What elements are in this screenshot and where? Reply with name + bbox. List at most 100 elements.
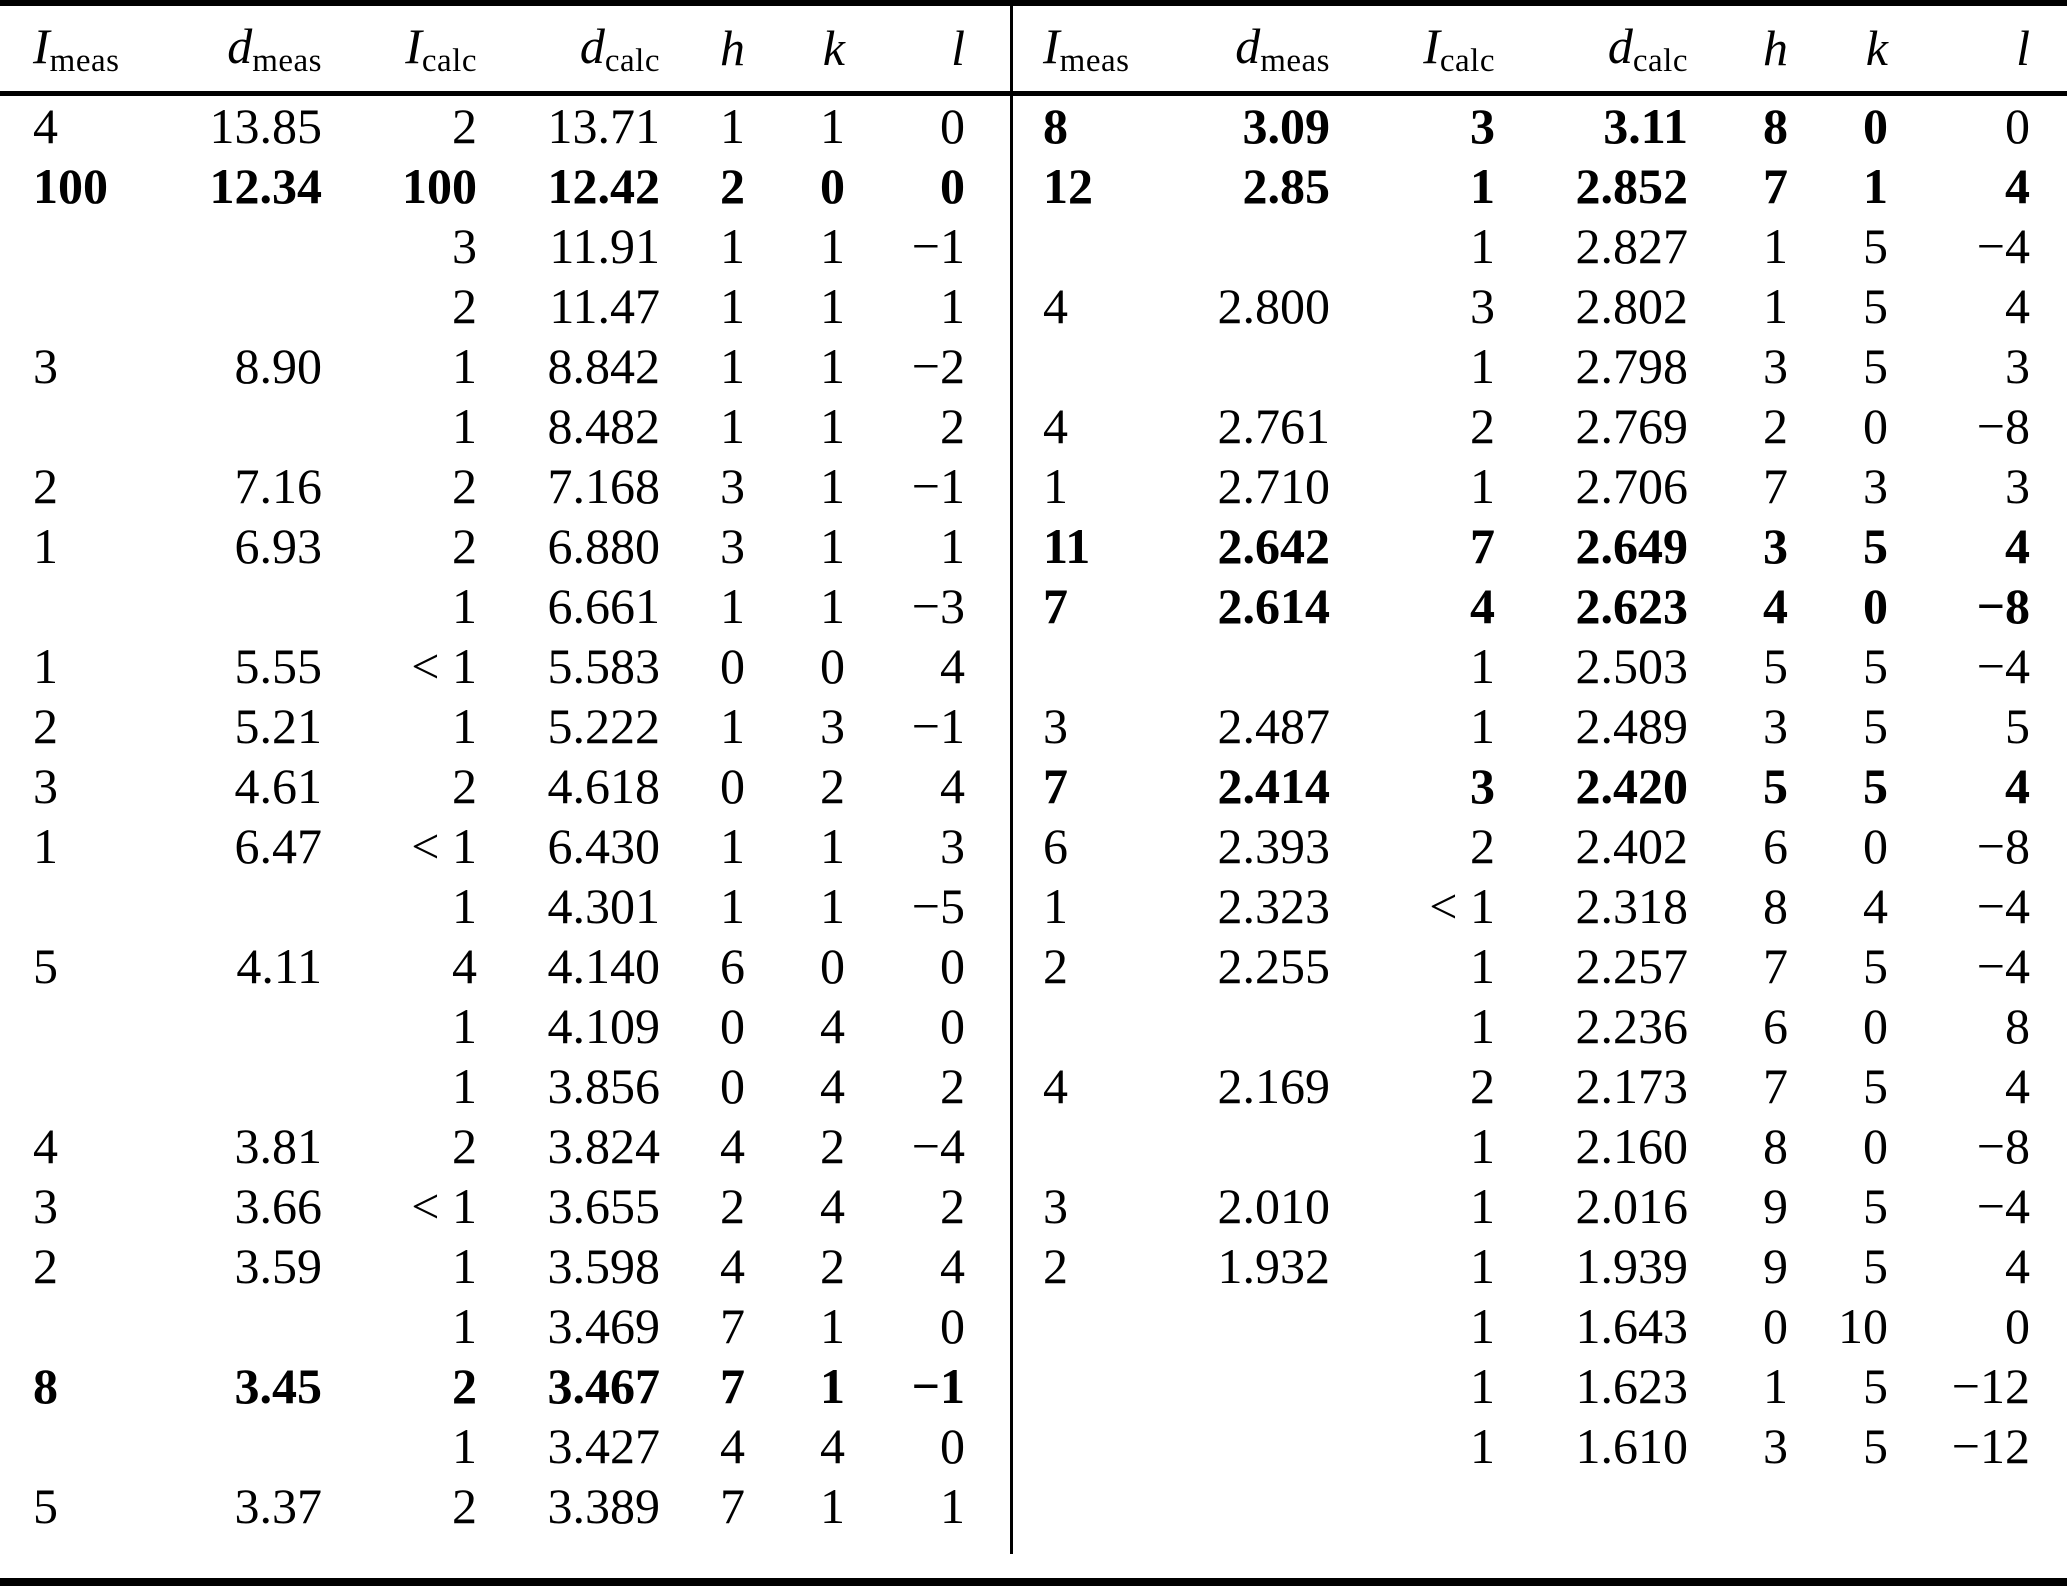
cell: 2.85: [1242, 157, 1331, 214]
cell: 0: [1863, 1117, 1888, 1174]
cell: 3: [1763, 1417, 1788, 1474]
cell: 2: [820, 1117, 845, 1174]
cell: 7: [1763, 157, 1788, 214]
cell: [1788, 1476, 1888, 1536]
cell: 3.11: [1603, 97, 1688, 154]
cell: 1: [1470, 1237, 1495, 1294]
cell: 12: [1043, 157, 1093, 214]
table-row: 8 3.45 2 3.467 7 1 −1 1 1.623 1 5 −12: [0, 1356, 2067, 1416]
cell: 0: [1863, 997, 1888, 1054]
cell: 1: [33, 637, 58, 694]
cell: 7: [1763, 1057, 1788, 1114]
cell: 5: [2005, 697, 2030, 754]
cell: 4: [720, 1237, 745, 1294]
cell: 7: [1043, 577, 1068, 634]
cell: 2: [33, 1237, 58, 1294]
cell: 5: [1863, 697, 1888, 754]
cell: 4: [452, 937, 477, 994]
cell: 8: [1763, 877, 1788, 934]
cell: 1: [452, 577, 477, 634]
cell: 12.34: [209, 157, 323, 214]
cell: 4: [820, 997, 845, 1054]
cell: 2.016: [1575, 1177, 1689, 1234]
col-header-h-left: h: [720, 20, 745, 77]
cell: 2: [1043, 1237, 1068, 1294]
cell: 3.45: [234, 1357, 323, 1414]
cell: 7: [720, 1297, 745, 1354]
cell: 2.160: [1575, 1117, 1689, 1174]
cell: 7.168: [547, 457, 661, 514]
cell: 8.842: [547, 337, 661, 394]
cell: 2: [452, 457, 477, 514]
cell: −8: [1976, 397, 2030, 454]
cell: −4: [1976, 937, 2030, 994]
cell: 4: [33, 97, 58, 154]
cell: 3: [33, 1177, 58, 1234]
table-row: 1 5.55 < 1 5.583 0 0 4 1 2.503 5 5 −4: [0, 636, 2067, 696]
cell: 2: [452, 97, 477, 154]
cell: 5: [1863, 1357, 1888, 1414]
cell: 2: [1763, 397, 1788, 454]
cell: 6.93: [234, 517, 323, 574]
cell: 7: [1043, 757, 1068, 814]
cell: 1: [720, 337, 745, 394]
cell: 1: [820, 337, 845, 394]
cell: 4: [1043, 1057, 1068, 1114]
table-row: 1 6.47 < 1 6.430 1 1 3 6 2.393 2 2.402 6 0 −8: [0, 816, 2067, 876]
cell: 1: [720, 697, 745, 754]
cell: < 1: [411, 637, 477, 694]
cell: 2.257: [1575, 937, 1689, 994]
cell: 3.469: [547, 1297, 661, 1354]
cell: 7: [1763, 937, 1788, 994]
cell: −8: [1976, 577, 2031, 634]
cell: 2.503: [1575, 637, 1689, 694]
cell: 8: [33, 1357, 58, 1414]
cell: 3: [1470, 97, 1495, 154]
cell: [1188, 1416, 1330, 1476]
column-divider: [1010, 6, 1013, 1554]
cell: 1.932: [1217, 1237, 1331, 1294]
cell: 2: [452, 757, 477, 814]
cell: 1: [720, 817, 745, 874]
cell: 6: [1763, 997, 1788, 1054]
cell: 1: [1470, 937, 1495, 994]
cell: −8: [1976, 1117, 2030, 1174]
cell: 2.623: [1575, 577, 1689, 634]
cell: [1888, 1476, 2067, 1536]
table-row: 1 8.482 1 1 2 4 2.761 2 2.769 2 0 −8: [0, 396, 2067, 456]
col-header-l-right: l: [2016, 20, 2030, 77]
cell: 1: [820, 877, 845, 934]
cell: 3: [2005, 457, 2030, 514]
cell: 2.649: [1575, 517, 1689, 574]
cell: 1: [1470, 457, 1495, 514]
cell: 3: [1763, 517, 1788, 574]
cell: 5: [1763, 637, 1788, 694]
cell: 1: [820, 277, 845, 334]
cell: 2: [820, 757, 845, 814]
cell: 4.61: [234, 757, 323, 814]
col-header-imeas-right: Imeas: [1043, 17, 1130, 79]
cell: 1: [940, 1477, 965, 1534]
cell: −12: [1951, 1417, 2030, 1474]
table-row: 3 11.91 1 1 −1 1 2.827 1 5 −4: [0, 216, 2067, 276]
cell: [1010, 1476, 1188, 1536]
cell: 1: [1043, 877, 1068, 934]
cell: 5: [1763, 757, 1788, 814]
table-row: 2 7.16 2 7.168 3 1 −1 1 2.710 1 2.706 7 3 3: [0, 456, 2067, 516]
cell: 2.706: [1575, 457, 1689, 514]
cell: 5: [1863, 217, 1888, 274]
table-row: 3 8.90 1 8.842 1 1 −2 1 2.798 3 5 3: [0, 336, 2067, 396]
cell: 1: [720, 877, 745, 934]
cell: 13.71: [547, 97, 661, 154]
cell: 5: [1863, 337, 1888, 394]
cell: 1: [1470, 637, 1495, 694]
cell: 4.618: [547, 757, 661, 814]
cell: 2: [720, 1177, 745, 1234]
cell: 3.81: [234, 1117, 323, 1174]
cell: 1: [820, 577, 845, 634]
table-row: 4 13.85 2 13.71 1 1 0 8 3.09 3 3.11 8 0 0: [0, 93, 2067, 156]
cell: 1: [720, 217, 745, 274]
cell: [1188, 1116, 1330, 1176]
cell: −1: [911, 217, 965, 274]
cell: 6.661: [547, 577, 661, 634]
